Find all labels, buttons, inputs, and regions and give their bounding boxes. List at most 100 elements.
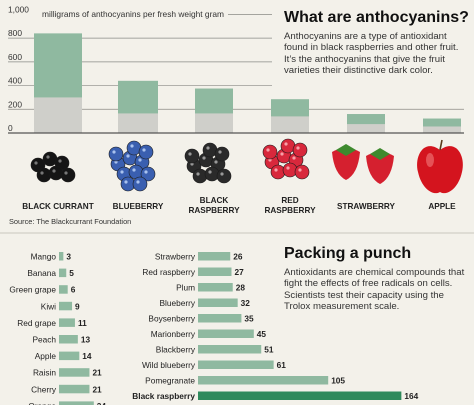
- berry-highlight: [284, 142, 288, 146]
- row-label: Banana: [27, 268, 56, 278]
- value-label: 21: [92, 368, 102, 378]
- y-axis-label: milligrams of anthocyanins per fresh wei…: [42, 9, 224, 19]
- blueberry-icon: [108, 140, 156, 192]
- row-label: Marionberry: [151, 329, 196, 339]
- berry: [140, 166, 156, 182]
- berry: [294, 164, 310, 180]
- row-label: Green grape: [9, 285, 56, 295]
- value-label: 3: [66, 252, 71, 262]
- bar: [198, 283, 233, 292]
- y-tick-label: 400: [8, 76, 22, 86]
- berry: [262, 144, 278, 160]
- row-label: Strawberry: [155, 252, 196, 262]
- bar: [59, 368, 90, 377]
- value-label: 21: [92, 384, 102, 394]
- y-tick-label: 600: [8, 52, 22, 62]
- value-label: 5: [69, 268, 74, 278]
- bar-inner: [195, 113, 233, 133]
- bar: [59, 351, 80, 361]
- row-label: Red raspberry: [142, 267, 195, 277]
- black-currant-icon: [30, 151, 76, 183]
- berry-highlight: [286, 166, 290, 170]
- berry-highlight: [40, 171, 44, 175]
- berry: [108, 146, 124, 162]
- strawberry: [366, 152, 394, 184]
- berry-highlight: [196, 172, 200, 176]
- row-label: Kiwi: [41, 301, 56, 311]
- value-label: 13: [81, 335, 91, 345]
- value-label: 14: [82, 351, 92, 361]
- strawberry: [332, 148, 360, 180]
- category-label: BLACK: [200, 196, 229, 205]
- y-tick-label: 1,000: [8, 4, 29, 14]
- bar: [59, 318, 75, 327]
- value-label: 105: [331, 376, 345, 386]
- value-label: 24: [97, 401, 107, 405]
- bar-inner: [118, 113, 158, 133]
- row-label: Red grape: [17, 318, 56, 328]
- value-label: 9: [75, 301, 80, 311]
- bar: [198, 252, 231, 261]
- row-label: Blueberry: [159, 298, 195, 308]
- row-label: Blackberry: [156, 345, 196, 355]
- bar: [59, 285, 68, 294]
- category-label: RASPBERRY: [264, 206, 316, 215]
- black-raspberry-icon: [184, 142, 232, 184]
- value-label: 27: [234, 267, 244, 277]
- berry-highlight: [34, 161, 38, 165]
- berry-highlight: [58, 159, 62, 163]
- section1-title: What are anthocyanins?: [284, 9, 469, 26]
- bar: [198, 267, 232, 276]
- berry-highlight: [124, 180, 128, 184]
- berry-highlight: [214, 160, 218, 164]
- berry-highlight: [120, 170, 124, 174]
- berry-highlight: [206, 146, 210, 150]
- row-label: Orange: [28, 401, 56, 405]
- strawberry-icon: [332, 144, 394, 184]
- y-tick-label: 0: [8, 123, 13, 133]
- value-label: 26: [233, 252, 243, 262]
- row-label: Pomegranate: [145, 376, 195, 386]
- category-label: RED: [281, 196, 298, 205]
- bar-inner: [34, 97, 82, 133]
- value-label: 11: [78, 318, 87, 328]
- berry: [132, 176, 148, 192]
- berry-highlight: [138, 158, 142, 162]
- berry-highlight: [132, 168, 136, 172]
- bar: [59, 252, 64, 261]
- bar: [198, 360, 274, 369]
- y-tick-label: 200: [8, 99, 22, 109]
- row-label: Boysenberry: [148, 314, 195, 324]
- berry-highlight: [144, 170, 148, 174]
- red-raspberry-icon: [262, 138, 310, 180]
- berry: [216, 168, 232, 184]
- berry-highlight: [208, 170, 212, 174]
- row-label: Black raspberry: [132, 391, 195, 401]
- berry: [60, 167, 76, 183]
- berry-highlight: [274, 168, 278, 172]
- section2-title: Packing a punch: [284, 245, 412, 262]
- apple-shine: [426, 153, 434, 167]
- section2-description: Antioxidants are chemical compounds that…: [284, 267, 465, 313]
- berry-highlight: [130, 144, 134, 148]
- berry-highlight: [126, 154, 130, 158]
- bar-inner: [347, 124, 385, 133]
- value-label: 61: [277, 360, 287, 370]
- berry-highlight: [112, 150, 116, 154]
- anthocyanin-bar-chart: milligrams of anthocyanins per fresh wei…: [8, 4, 464, 215]
- row-label: Mango: [31, 252, 57, 262]
- category-label: RASPBERRY: [188, 206, 240, 215]
- row-label: Raisin: [33, 368, 56, 378]
- value-label: 28: [236, 283, 246, 293]
- berry-highlight: [220, 172, 224, 176]
- apple-icon: [417, 139, 463, 194]
- category-label: STRAWBERRY: [337, 202, 395, 211]
- berry: [138, 144, 154, 160]
- value-label: 6: [71, 285, 76, 295]
- bar: [59, 335, 78, 344]
- berry-highlight: [188, 152, 192, 156]
- bar-inner: [271, 116, 309, 133]
- bar: [198, 329, 254, 338]
- berry: [214, 146, 230, 162]
